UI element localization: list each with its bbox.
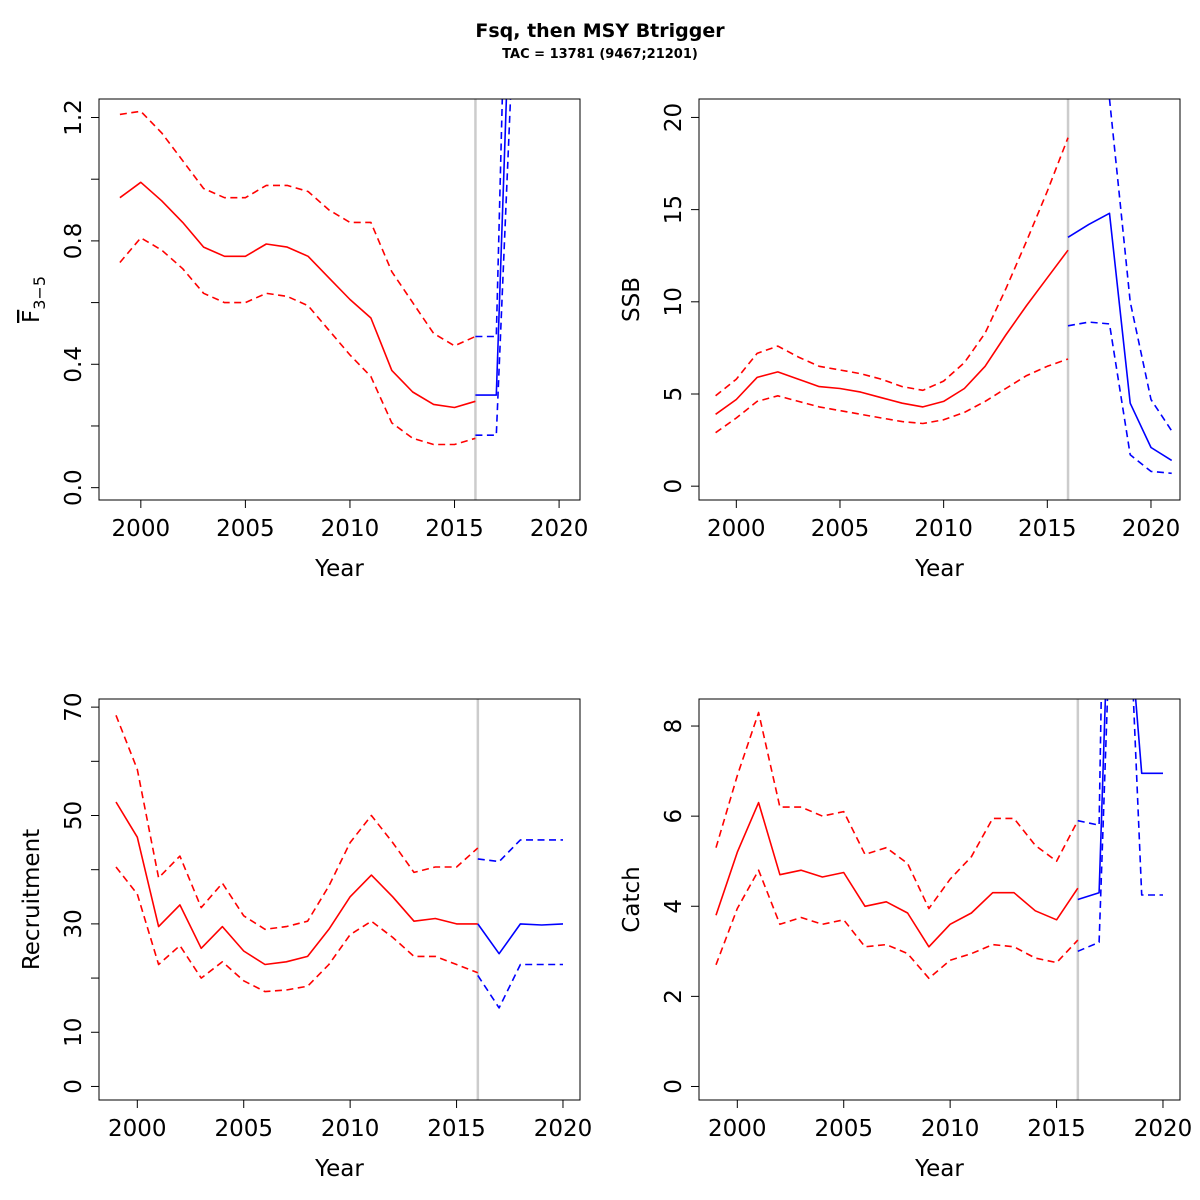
y-tick-label: 0.8 — [61, 223, 87, 260]
x-tick-label: 2010 — [921, 1116, 980, 1142]
y-tick-label: 6 — [661, 809, 687, 824]
panel-catch: 2000 2005 2010 2015 2020 Year 0 2 4 6 8 Catch — [619, 698, 1192, 1182]
y-tick-label: 4 — [661, 899, 687, 914]
chart-subtitle: TAC = 13781 (9467;21201) — [502, 47, 698, 62]
panel-ssb: 2000 2005 2010 2015 2020 Year 0 5 10 15 20 SSB — [619, 98, 1181, 582]
series-historic-lower — [119, 237, 476, 446]
x-tick-label: 2015 — [425, 516, 484, 542]
y-axis: 0 2 4 6 8 Catch — [619, 719, 699, 1094]
x-tick-label: 2000 — [707, 516, 766, 542]
series-historic-upper — [715, 711, 1079, 910]
series-historic-upper — [119, 110, 476, 347]
series-group — [715, 699, 1163, 980]
series-historic-median — [115, 801, 478, 966]
series-forecast-median — [477, 923, 564, 955]
x-tick-label: 2010 — [914, 516, 973, 542]
series-forecast-lower-return — [1132, 699, 1163, 896]
y-tick-label: 20 — [661, 103, 687, 132]
x-axis-label: Year — [914, 556, 964, 582]
y-tick-label: 5 — [661, 387, 687, 402]
y-tick-label: 1.2 — [61, 99, 87, 136]
x-tick-label: 2005 — [216, 516, 275, 542]
x-axis-label: Year — [914, 1156, 964, 1182]
x-tick-label: 2000 — [708, 1116, 767, 1142]
y-tick-label: 0.0 — [61, 469, 87, 506]
y-tick-label: 0 — [661, 479, 687, 494]
series-historic-lower — [715, 358, 1069, 434]
series-forecast-lower — [1077, 699, 1109, 953]
y-tick-label: 0 — [661, 1079, 687, 1094]
chart-title: Fsq, then MSY Btrigger — [475, 20, 725, 42]
series-group — [115, 715, 564, 1009]
series-forecast-upper — [475, 99, 504, 338]
series-forecast-upper — [1077, 699, 1103, 827]
x-axis-label: Year — [314, 556, 364, 582]
y-tick-label: 0.4 — [61, 346, 87, 383]
y-axis-label: F3−5 — [19, 276, 49, 323]
x-tick-label: 2010 — [321, 516, 380, 542]
x-axis: 2000 2005 2010 2015 2020 Year — [108, 1100, 592, 1182]
y-axis-label: Catch — [619, 866, 645, 932]
plot-frame — [698, 98, 1181, 501]
y-tick-label: 30 — [61, 909, 87, 938]
x-tick-label: 2005 — [811, 516, 870, 542]
y-tick-label: 0 — [61, 1079, 87, 1094]
series-forecast-median-return — [1134, 699, 1163, 775]
series-forecast-upper — [1108, 99, 1173, 432]
plot-frame — [98, 698, 581, 1101]
x-axis: 2000 2005 2010 2015 2020 Year — [112, 500, 589, 582]
x-axis: 2000 2005 2010 2015 2020 Year — [708, 1100, 1192, 1182]
x-tick-label: 2020 — [530, 516, 589, 542]
x-axis: 2000 2005 2010 2015 2020 Year — [707, 500, 1180, 582]
y-axis: 0 5 10 15 20 SSB — [619, 103, 699, 494]
y-tick-label: 10 — [661, 287, 687, 316]
series-forecast-lower — [477, 963, 563, 1009]
series-group — [715, 99, 1173, 475]
x-tick-label: 2005 — [814, 1116, 873, 1142]
x-tick-label: 2015 — [1018, 516, 1077, 542]
x-tick-label: 2000 — [108, 1116, 167, 1142]
plot-frame — [698, 698, 1181, 1101]
y-tick-label: 2 — [661, 989, 687, 1004]
x-tick-label: 2015 — [1027, 1116, 1086, 1142]
series-group — [119, 99, 512, 446]
series-forecast-median — [475, 99, 508, 396]
series-historic-median — [119, 181, 476, 409]
series-historic-upper — [715, 137, 1069, 397]
x-tick-label: 2020 — [534, 1116, 593, 1142]
plot-frame — [98, 98, 581, 501]
x-tick-label: 2015 — [427, 1116, 486, 1142]
y-axis: 0 10 30 50 70 Recruitment — [19, 692, 99, 1094]
y-tick-label: 10 — [61, 1018, 87, 1047]
series-historic-lower — [115, 866, 479, 993]
y-axis-label: Recruitment — [19, 829, 45, 970]
x-tick-label: 2020 — [1134, 1116, 1193, 1142]
series-forecast-lower — [1067, 321, 1172, 475]
y-tick-label: 8 — [661, 719, 687, 734]
series-historic-median — [715, 801, 1079, 948]
series-forecast-upper — [477, 839, 563, 863]
series-forecast-median — [1077, 699, 1107, 901]
y-tick-label: 50 — [61, 801, 87, 830]
series-forecast-median — [1067, 212, 1173, 462]
series-historic-median — [715, 249, 1069, 415]
x-axis-label: Year — [314, 1156, 364, 1182]
y-axis-label: SSB — [619, 277, 645, 322]
x-tick-label: 2020 — [1122, 516, 1181, 542]
panel-recruitment: 2000 2005 2010 2015 2020 Year 0 10 30 50 70 Recruit… — [19, 692, 592, 1182]
series-historic-upper — [115, 715, 479, 931]
panel-fbar: 2000 2005 2010 2015 2020 Year 0.0 0.4 0.8 1.2 F3−5 — [19, 98, 589, 582]
y-tick-label: 15 — [661, 195, 687, 224]
series-historic-lower — [715, 869, 1079, 980]
series-forecast-lower — [475, 99, 512, 437]
x-tick-label: 2010 — [321, 1116, 380, 1142]
x-tick-label: 2000 — [112, 516, 171, 542]
y-tick-label: 70 — [61, 692, 87, 721]
y-axis: 0.0 0.4 0.8 1.2 F3−5 — [19, 99, 99, 506]
x-tick-label: 2005 — [214, 1116, 273, 1142]
